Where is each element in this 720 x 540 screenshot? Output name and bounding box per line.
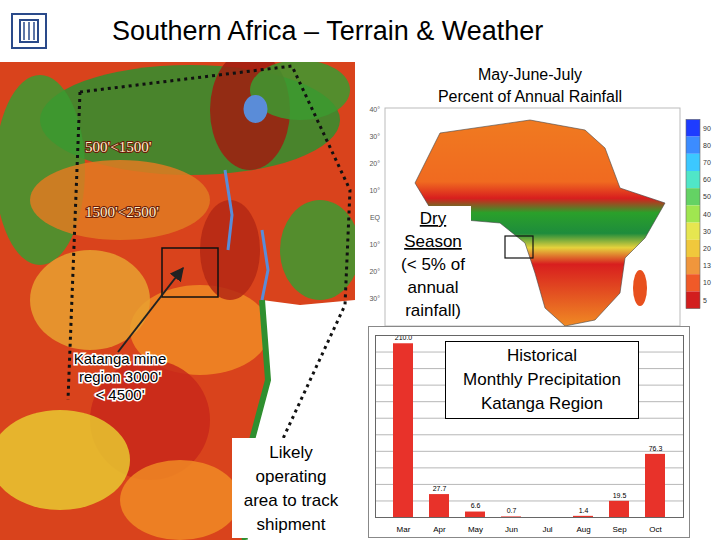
svg-text:20: 20 bbox=[703, 245, 711, 252]
svg-text:area to track: area to track bbox=[244, 491, 339, 510]
svg-text:Aug: Aug bbox=[576, 525, 590, 534]
svg-text:1.4: 1.4 bbox=[579, 507, 589, 514]
svg-text:80: 80 bbox=[703, 142, 711, 149]
svg-text:76.3: 76.3 bbox=[649, 445, 663, 452]
html-text:Southern Africa – Terrain & We: Southern Africa – Terrain & Weather bbox=[112, 16, 544, 46]
html-text:Katanga Region: Katanga Region bbox=[481, 394, 603, 413]
svg-text:May: May bbox=[468, 525, 483, 534]
svg-text:1500'<2500': 1500'<2500' bbox=[85, 204, 159, 220]
svg-text:annual: annual bbox=[407, 278, 458, 297]
svg-text:0.7: 0.7 bbox=[507, 507, 517, 514]
svg-text:rainfall): rainfall) bbox=[405, 301, 461, 320]
svg-text:10: 10 bbox=[703, 279, 711, 286]
svg-text:May-June-July: May-June-July bbox=[478, 66, 582, 83]
svg-text:30: 30 bbox=[703, 228, 711, 235]
svg-text:region 3000': region 3000' bbox=[79, 368, 161, 385]
svg-text:Oct: Oct bbox=[649, 525, 662, 534]
svg-text:20°: 20° bbox=[369, 160, 380, 167]
svg-text:90: 90 bbox=[703, 125, 711, 132]
svg-text:Percent of Annual Rainfall: Percent of Annual Rainfall bbox=[438, 88, 622, 105]
svg-text:27.7: 27.7 bbox=[433, 485, 447, 492]
svg-text:5: 5 bbox=[703, 297, 707, 304]
svg-text:30°: 30° bbox=[369, 133, 380, 140]
svg-text:Dry: Dry bbox=[420, 209, 447, 228]
svg-text:60: 60 bbox=[703, 176, 711, 183]
svg-text:40°: 40° bbox=[369, 106, 380, 113]
svg-text:Apr: Apr bbox=[433, 525, 446, 534]
svg-text:10°: 10° bbox=[369, 241, 380, 248]
svg-text:500'<1500': 500'<1500' bbox=[85, 139, 152, 155]
svg-text:EQ: EQ bbox=[370, 214, 381, 222]
svg-text:70: 70 bbox=[703, 159, 711, 166]
svg-text:Likely: Likely bbox=[269, 443, 313, 462]
svg-text:Jul: Jul bbox=[542, 525, 552, 534]
svg-text:13: 13 bbox=[703, 262, 711, 269]
svg-text:Sep: Sep bbox=[612, 525, 627, 534]
svg-text:210.0: 210.0 bbox=[394, 334, 413, 341]
svg-text:Season: Season bbox=[404, 232, 462, 251]
svg-text:shipment: shipment bbox=[257, 515, 326, 534]
svg-text:6.6: 6.6 bbox=[471, 502, 481, 509]
svg-text:Mar: Mar bbox=[397, 525, 411, 534]
svg-text:Katanga mine: Katanga mine bbox=[74, 350, 167, 367]
svg-text:40: 40 bbox=[703, 211, 711, 218]
html-text:Monthly Precipitation: Monthly Precipitation bbox=[463, 370, 621, 389]
svg-text:50: 50 bbox=[703, 193, 711, 200]
html-text:Historical: Historical bbox=[507, 346, 577, 365]
svg-text:< 4500': < 4500' bbox=[95, 386, 144, 403]
svg-text:19.5: 19.5 bbox=[613, 492, 627, 499]
svg-text:(< 5% of: (< 5% of bbox=[401, 255, 465, 274]
svg-text:operating: operating bbox=[256, 467, 327, 486]
svg-text:10°: 10° bbox=[369, 187, 380, 194]
svg-text:30°: 30° bbox=[369, 295, 380, 302]
svg-text:Jun: Jun bbox=[505, 525, 518, 534]
svg-text:20°: 20° bbox=[369, 268, 380, 275]
